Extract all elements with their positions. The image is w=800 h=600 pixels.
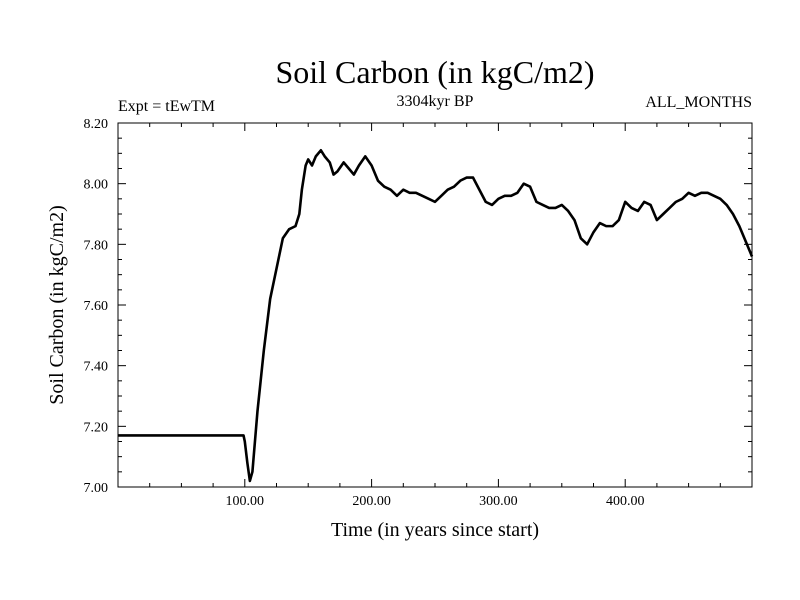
x-tick-label: 400.00	[606, 494, 645, 509]
x-tick-label: 100.00	[226, 494, 265, 509]
series-line-soil_carbon	[118, 149, 754, 483]
x-tick-label: 200.00	[352, 494, 391, 509]
y-tick-label: 7.00	[84, 481, 109, 496]
y-tick-label: 7.80	[84, 238, 109, 253]
subtitle-label: 3304kyr BP	[397, 93, 474, 110]
x-tick-label: 300.00	[479, 494, 518, 509]
plot-frame	[117, 122, 753, 488]
y-tick-label: 8.00	[84, 178, 109, 193]
axis-ticks: 100.00 200.00 300.00 400.00 7.00 7.20 7.40 7.60…	[84, 117, 752, 509]
chart-title: Soil Carbon (in kgC/m2)	[275, 54, 594, 90]
y-axis-label: Soil Carbon (in kgC/m2)	[46, 205, 68, 404]
months-label: ALL_MONTHS	[645, 94, 752, 111]
y-tick-label: 7.20	[84, 420, 109, 435]
y-tick-label: 7.60	[84, 299, 109, 314]
x-axis-label: Time (in years since start)	[331, 519, 539, 541]
y-tick-label: 7.40	[84, 360, 109, 375]
data-layer	[118, 149, 754, 483]
experiment-label: Expt = tEwTM	[118, 98, 215, 115]
y-tick-label: 8.20	[84, 117, 109, 132]
